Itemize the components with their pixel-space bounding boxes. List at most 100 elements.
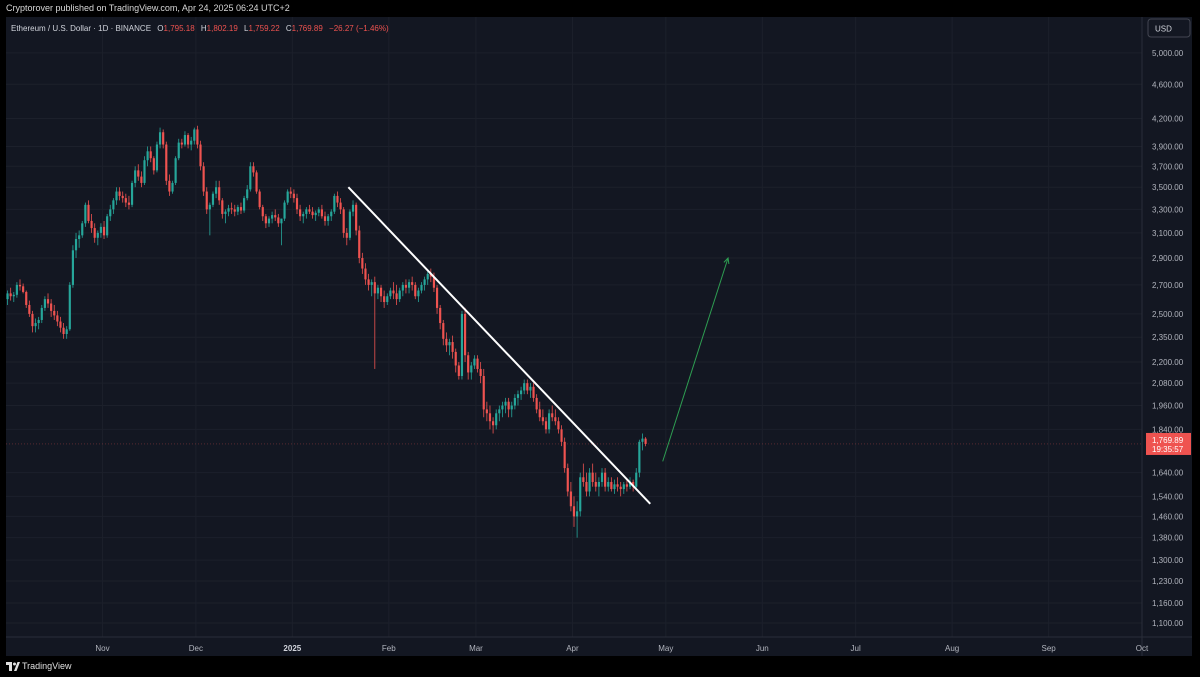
candle-body — [398, 290, 401, 300]
candle-body — [342, 209, 345, 233]
chart-frame[interactable]: 5,000.00 4,600.00 4,200.00 3,900.00 3,700.00… — [6, 17, 1192, 656]
price-tick-label: 3,500.00 — [1152, 183, 1184, 192]
candle-body — [292, 193, 295, 199]
candle-body — [78, 235, 81, 240]
candle-body — [193, 129, 196, 141]
candle-body — [479, 368, 482, 376]
candle-body — [510, 405, 513, 410]
candle-body — [121, 195, 124, 199]
candle-body — [544, 421, 548, 430]
candle-body — [202, 166, 205, 192]
candle-body — [495, 413, 498, 426]
time-axis[interactable]: Nov Dec 2025 Feb Mar Apr May Jun Jul Aug Sep Oct — [95, 644, 1149, 653]
candle-body — [258, 191, 261, 208]
candle-body — [532, 386, 535, 398]
candle-body — [516, 394, 520, 398]
open-value: 1,795.18 — [164, 24, 196, 33]
open-label: O — [157, 24, 163, 33]
candle-body — [6, 293, 9, 300]
candle-body — [597, 481, 600, 487]
candle-body — [186, 135, 190, 145]
candle-body — [50, 303, 53, 311]
candle-body — [280, 218, 283, 224]
candle-body — [327, 216, 330, 221]
candle-body — [463, 313, 467, 356]
price-tick-label: 1,960.00 — [1152, 402, 1184, 411]
candle-body — [205, 191, 208, 210]
price-tick-label: 1,230.00 — [1152, 577, 1184, 586]
candle-body — [370, 282, 373, 285]
close-label: C — [286, 24, 292, 33]
candle-body — [379, 287, 383, 297]
time-tick-label: Nov — [95, 644, 109, 653]
candle-body — [420, 284, 423, 291]
price-tick-label: 1,460.00 — [1152, 512, 1184, 521]
candle-body — [68, 284, 71, 330]
candle-body — [591, 472, 594, 482]
candle-body — [53, 310, 56, 316]
candle-body — [467, 355, 470, 373]
high-value: 1,802.19 — [207, 24, 239, 33]
candle-body — [554, 417, 557, 422]
candle-body — [395, 293, 398, 300]
candle-body — [541, 417, 544, 422]
candle-body — [569, 491, 572, 507]
candle-body — [498, 409, 501, 414]
time-tick-label: Mar — [469, 644, 483, 653]
candle-body — [376, 287, 380, 294]
price-tick-label: 3,100.00 — [1152, 229, 1184, 238]
last-price: 1,769.89 — [1152, 436, 1184, 445]
candle-body — [351, 204, 355, 212]
candle-body — [364, 268, 367, 280]
price-tick-label: 3,700.00 — [1152, 162, 1184, 171]
candle-body — [90, 220, 93, 229]
price-tick-label: 2,500.00 — [1152, 310, 1184, 319]
currency-button[interactable]: USD — [1147, 18, 1191, 38]
candle-body — [286, 191, 289, 203]
candle-body — [115, 191, 118, 201]
candle-body — [548, 413, 551, 430]
candle-body — [336, 195, 339, 203]
candle-body — [277, 217, 280, 224]
candle-body — [134, 170, 137, 183]
candle-body — [644, 438, 647, 444]
close-value: 1,769.89 — [292, 24, 324, 33]
candle-body — [520, 390, 523, 395]
candle-body — [308, 209, 311, 212]
candle-body — [46, 299, 50, 304]
candle-body — [25, 291, 28, 305]
price-tick-label: 2,700.00 — [1152, 281, 1184, 290]
symbol-name: Ethereum / U.S. Dollar · 1D · BINANCE — [11, 24, 151, 33]
candle-body — [538, 409, 541, 418]
candle-body — [243, 198, 246, 211]
price-axis[interactable]: 5,000.00 4,600.00 4,200.00 3,900.00 3,700.00… — [1152, 49, 1184, 628]
candle-body — [476, 358, 479, 369]
candle-body — [585, 481, 588, 492]
candle-body — [317, 209, 320, 213]
candle-body — [529, 386, 532, 391]
publish-line: Cryptorover published on TradingView.com… — [6, 3, 290, 13]
bar-countdown: 19:35:57 — [1152, 445, 1184, 454]
candle-body — [37, 319, 40, 324]
candle-body — [361, 258, 364, 269]
candle-body — [267, 218, 271, 224]
candle-body — [127, 202, 131, 205]
candle-body — [224, 211, 227, 214]
candle-body — [9, 293, 12, 297]
candle-body — [137, 170, 140, 177]
candle-body — [451, 342, 454, 352]
candle-body — [641, 438, 644, 442]
candle-body — [15, 284, 18, 295]
candle-body — [59, 321, 62, 328]
candle-body — [491, 421, 495, 426]
candle-body — [435, 287, 439, 308]
candle-body — [576, 511, 579, 517]
candle-body — [485, 409, 488, 414]
candle-body — [174, 158, 177, 183]
publish-header: Cryptorover published on TradingView.com… — [0, 0, 1200, 17]
svg-text:Ethereum / U.S. Dollar · 1D ·: Ethereum / U.S. Dollar · 1D · BINANCE O1… — [11, 24, 389, 33]
currency-label: USD — [1155, 25, 1172, 34]
candle-body — [460, 313, 464, 376]
candlestick-chart[interactable]: 5,000.00 4,600.00 4,200.00 3,900.00 3,700.00… — [6, 17, 1192, 656]
candle-body — [102, 226, 106, 236]
